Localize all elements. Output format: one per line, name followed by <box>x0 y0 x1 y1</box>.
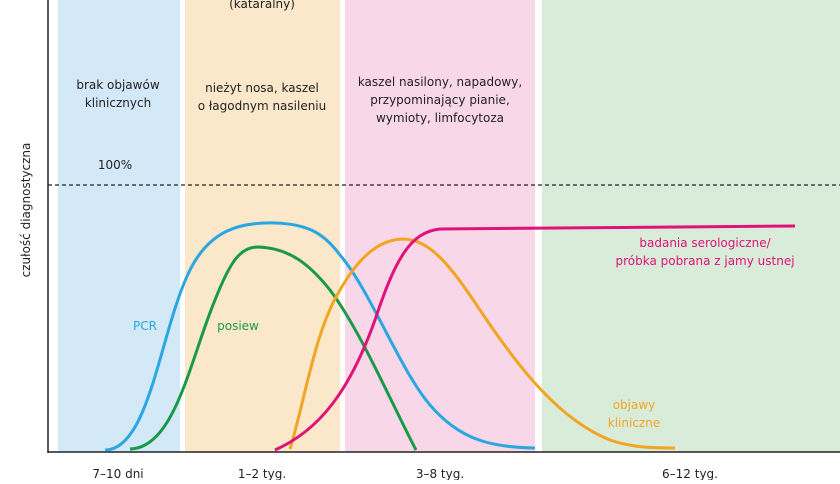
phase-description: klinicznych <box>85 96 151 110</box>
labels: brak objawów klinicznych 7–10 dni nieżyt no… <box>76 75 794 481</box>
threshold-label: 100% <box>98 158 132 172</box>
serology-curve <box>274 224 796 452</box>
curve-label: próbka pobrana z jamy ustnej <box>615 254 794 268</box>
phase-description: kaszel nasilony, napadowy, <box>358 75 522 89</box>
culture-curve <box>129 245 418 451</box>
curve-label: posiew <box>217 319 259 333</box>
curve-label: PCR <box>133 319 157 333</box>
symptoms-curve <box>288 237 676 450</box>
phase-description: o łagodnym nasileniu <box>198 99 327 113</box>
phase-duration: 7–10 dni <box>92 467 143 480</box>
curve-label: kliniczne <box>608 416 660 430</box>
phase-duration: 6–12 tyg. <box>662 467 718 480</box>
phase-description: przypominający pianie, <box>370 93 510 107</box>
curve-label: objawy <box>613 398 656 412</box>
pcr-curve <box>104 221 536 452</box>
phase-duration: 1–2 tyg. <box>238 467 286 480</box>
phase-name: (kataralny) <box>229 0 295 11</box>
curve-label: badania serologiczne/ <box>639 236 771 250</box>
phase-band <box>58 0 180 452</box>
y-axis-label: czułość diagnostyczna <box>19 143 33 278</box>
phase-description: wymioty, limfocytoza <box>376 111 504 125</box>
phase-description: brak objawów <box>76 78 159 92</box>
phase-duration: 3–8 tyg. <box>416 467 464 480</box>
phase-band <box>185 0 340 452</box>
phase-band <box>345 0 535 452</box>
phase-description: nieżyt nosa, kaszel <box>205 81 319 95</box>
